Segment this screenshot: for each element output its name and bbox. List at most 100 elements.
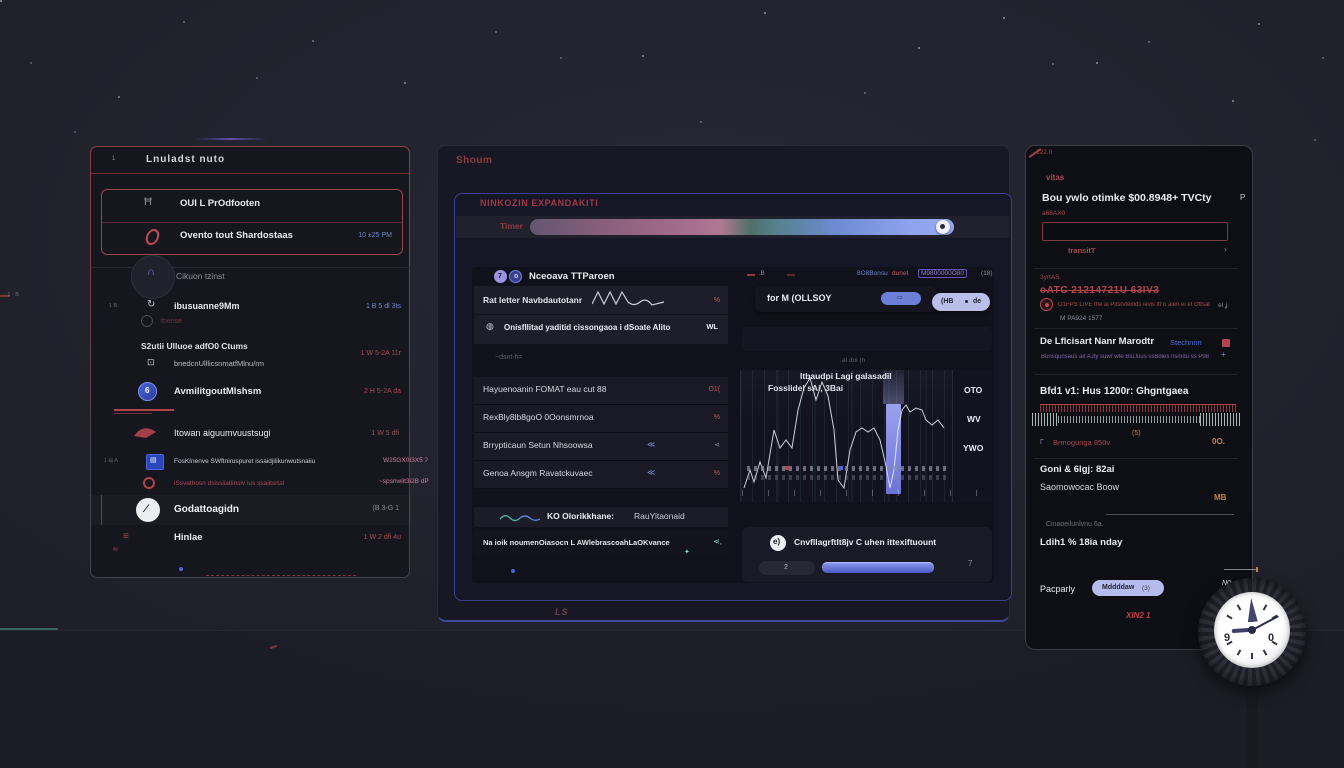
sidebar-section[interactable]: S2utii Ulluoe adfO0 Ctums 1 W 5-2A 11r (91, 339, 411, 357)
pinned-row-label: Ovento tout Shardostaas (180, 230, 293, 241)
chart-series-label: Fosslidel sAi, 3Bai (768, 383, 844, 393)
property-button[interactable]: Mddddaw (3) (1092, 580, 1164, 596)
slider-knob[interactable] (936, 220, 950, 234)
list-item-label: Hayuenoanin FOMAT eau cut 88 (483, 384, 607, 394)
right-detail-window: 122.0 vitas Bou ywlo otimke $00.8948+ TV… (1025, 145, 1258, 650)
red-circle-icon (143, 477, 155, 489)
footer-title: KO Olorikkhane: (547, 511, 615, 521)
edge-dots: · 1 · B (4, 292, 19, 298)
window-index: 1 (112, 156, 116, 162)
footer-subtitle: RauYitaonaid (634, 511, 685, 521)
signal-card: Rat letter Navbdautotanr % ◍ Onisfllitad… (474, 286, 728, 344)
red-square-icon[interactable] (1222, 339, 1230, 347)
sidebar-item-faint[interactable]: thense (91, 313, 411, 331)
arch-icon: ∩ (147, 266, 155, 278)
alert-trail: el ʝ (1218, 302, 1228, 309)
property-button-count: (3) (1142, 585, 1150, 592)
status-icon: e) (770, 535, 786, 551)
selection-bar (101, 495, 102, 525)
progress-value: 7 (968, 559, 973, 568)
circle-outline-icon (141, 315, 153, 327)
amount-input[interactable] (1042, 222, 1228, 241)
alert-heading: oATC 21214721U 63IV3 (1040, 285, 1160, 296)
bar-halo (883, 370, 904, 404)
badge-o: o (509, 270, 522, 283)
alert-icon[interactable] (1040, 298, 1053, 311)
list-item[interactable]: Hayuenoanin FOMAT eau cut 88 O1( (474, 377, 728, 405)
sidebar-item-window[interactable]: ⊡ bnedcnUlllicsnmatfMlnu/rm (91, 357, 411, 375)
plus-icon[interactable]: + (1221, 350, 1226, 359)
dashed-line (206, 575, 356, 576)
section-divider (91, 267, 411, 268)
alert-tag: 3yrtAS. (1040, 274, 1062, 281)
toolbar-pill-button[interactable]: ▭ (881, 292, 921, 305)
slash-icon: ∕ (136, 498, 160, 522)
doc-link[interactable]: Stechnnn (1170, 338, 1202, 347)
footer-white-text: Ldih1 % 18ia nday (1040, 537, 1123, 548)
teal-line (0, 628, 58, 630)
row-label: iSsvathosn dsissiiatiinsiv ius ssaiitsrt… (174, 480, 285, 487)
red-sparkline (1040, 404, 1236, 412)
alert-body: O1FPS LIVE the ai Pitsrvteinds ievis ift… (1058, 302, 1210, 308)
timer-slider-track[interactable] (530, 219, 954, 235)
wave-logo-icon (500, 515, 540, 522)
sidebar-item-swoosh[interactable]: Itowan aiguumvuustsugi 1 W 5 dfi (91, 423, 411, 445)
list-item-value: ⋖ (714, 442, 720, 449)
swoosh-icon (134, 428, 156, 438)
sidebar-item-sync[interactable]: 1 B ↻ ibusuanne9Mm 1 B 5 dl 3ts (91, 295, 411, 319)
profile-row[interactable]: ∩ Cikuon tzinst (91, 251, 411, 299)
pinned-row-meta: 10 ±25 PM (358, 232, 392, 239)
row-label: FosKInenve SWftniruspuret issaidjilikunw… (174, 458, 316, 465)
toolbar-label: for M (OLLSOY (767, 293, 832, 303)
counter-pill[interactable]: 2 (759, 561, 815, 575)
blue-app-icon: 6 (138, 382, 157, 401)
sidebar-item-avm[interactable]: 6 AvmilitgoutMlshsm 2 H 5-2A da (91, 381, 411, 405)
meta-blue-tag[interactable]: 8O8Bonsu (857, 270, 888, 277)
pinned-row-2[interactable]: Ovento tout Shardostaas 10 ±25 PM (102, 222, 402, 254)
transit-link[interactable]: transitT (1068, 246, 1096, 255)
info-value: MB (1214, 493, 1227, 502)
slider-label: Timer (500, 221, 523, 231)
price-chart: Itbaudpi Lagi galasadil Fosslidel sAi, 3… (740, 370, 992, 502)
divider (1034, 374, 1238, 375)
list-item[interactable]: RexBly8lb8goO 0Oonsmrnoa % (474, 405, 728, 433)
card-label: NINKOZIN EXPANDAKITI (480, 198, 599, 208)
pinned-row-1[interactable]: Ħ OUI L PrOdfooten (102, 190, 402, 222)
toolbar: for M (OLLSOY ▭ (755, 286, 937, 312)
hb-button[interactable]: (HB de (932, 293, 990, 311)
footer-row[interactable]: Na ioik noumenOiasocn L AWlebrascoahLaOK… (474, 530, 728, 556)
row-meta: (B 3-G 1 (372, 505, 399, 512)
property-label: Pacparly (1040, 584, 1076, 594)
header-divider (91, 173, 411, 174)
panel-footer-label: LS (555, 607, 569, 617)
list-item[interactable]: Brrypticaun Setun Nhsoowsa ≪ ⋖ (474, 433, 728, 461)
signal-row-2[interactable]: ◍ Onisfllitad yaditid cissongaoa i dSoat… (474, 314, 728, 344)
knob-dot (940, 224, 945, 229)
meta-red-tag[interactable]: dunet (892, 270, 909, 277)
list-item[interactable]: Genoa Ansgm Ravatckuvaec ≪ % (474, 461, 728, 489)
badge-7-text: 7 (498, 273, 502, 280)
list-item-value: O1( (708, 386, 720, 393)
pinned-row-label: OUI L PrOdfooten (180, 198, 261, 209)
row-label: Rat letter Navbdautotanr (483, 295, 583, 305)
meta-dash-2 (787, 274, 795, 276)
info-line-1: Goni & 6lgj: 82ai (1040, 464, 1115, 475)
row-meta: 1 W 5 dfi (371, 430, 399, 437)
hb-button-text: (HB (941, 298, 954, 305)
window-icon: ⊡ (147, 357, 155, 367)
red-edge-mark (0, 295, 10, 297)
signal-row-1[interactable]: Rat letter Navbdautotanr % (474, 286, 728, 314)
list-item-label: RexBly8lb8goO 0Oonsmrnoa (483, 412, 594, 422)
count-badge: (5) (1132, 430, 1141, 437)
sidebar-item-hinlae[interactable]: ≡ Hinlae 1 W 2 dfi 4u (91, 529, 411, 549)
sidebar-item-long[interactable]: 1 ⊞ A ▤ FosKInenve SWftniruspuret issaid… (91, 453, 428, 473)
chart-caption: al dui (n (842, 357, 866, 364)
sidebar-item-selected[interactable]: ∕ Godattoagidn (B 3-G 1 (91, 495, 411, 525)
sidebar-item-redring[interactable]: iSsvathosn dsissiiatiinsiv ius ssaiitsrt… (91, 475, 429, 493)
menu-lines-icon: ≡ (123, 531, 129, 542)
slash-glyph: ∕ (145, 503, 147, 515)
row-mini: 1 B (109, 303, 118, 309)
slider-row: Timer (456, 216, 1009, 238)
badge-7: 7 (494, 270, 507, 283)
chevron-icon[interactable]: › (1224, 245, 1227, 254)
